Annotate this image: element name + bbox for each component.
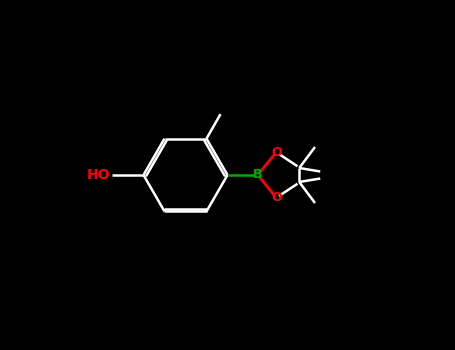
Text: O: O bbox=[271, 146, 282, 159]
Text: HO: HO bbox=[87, 168, 110, 182]
Text: O: O bbox=[271, 191, 282, 204]
Text: B: B bbox=[253, 168, 262, 182]
